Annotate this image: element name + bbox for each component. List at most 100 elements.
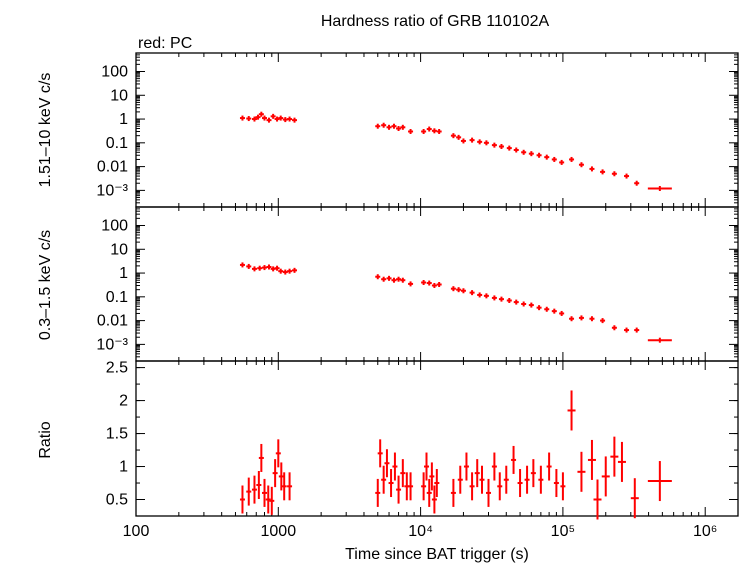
chart-title: Hardness ratio of GRB 110102A (321, 13, 550, 30)
data-point (375, 123, 381, 129)
data-point (256, 471, 262, 499)
data-point (593, 479, 602, 520)
data-point (456, 134, 462, 140)
data-point (381, 122, 387, 128)
data-point (436, 282, 442, 288)
data-point (528, 302, 534, 308)
x-tick-labels: 100 1000 10⁴ 10⁵ 10⁶ (123, 523, 718, 540)
data-point (266, 117, 272, 123)
data-point (269, 486, 275, 515)
data-point (375, 478, 381, 507)
data-point (400, 124, 406, 130)
panel-hard: 100 10 1 0.1 0.01 10⁻³ (96, 52, 739, 208)
data-point (421, 280, 427, 286)
data-point (624, 173, 630, 179)
data-point (292, 267, 298, 273)
data-point (282, 117, 288, 123)
data-point (270, 113, 276, 119)
data-point (511, 445, 517, 474)
data-point (251, 475, 257, 504)
data-point (457, 465, 463, 494)
data-point (450, 478, 456, 507)
data-point (381, 276, 387, 282)
data-point (281, 472, 287, 501)
data-point (589, 316, 595, 322)
data-point (400, 277, 406, 283)
data-point (538, 465, 544, 494)
y-tick-label: 100 (101, 218, 128, 235)
y-tick-label: 1 (119, 111, 128, 128)
data-point (386, 124, 392, 130)
data-point (239, 115, 245, 121)
data-point (292, 117, 298, 123)
data-point (262, 265, 268, 271)
y-tick-label: 0.1 (106, 135, 128, 152)
data-point (246, 477, 252, 506)
y-tick-label: 2 (119, 393, 128, 410)
data-point (456, 287, 462, 293)
data-point (610, 436, 619, 477)
data-point (560, 472, 566, 501)
data-point (239, 485, 245, 514)
data-point (551, 308, 557, 314)
data-point (544, 154, 550, 160)
data-point (600, 169, 606, 175)
y-tick-label: 0.01 (97, 159, 128, 176)
data-point (477, 292, 483, 298)
chart-subtitle: red: PC (138, 35, 192, 52)
y-tick-label: 1.5 (106, 426, 128, 443)
data-point (396, 276, 402, 282)
data-point (239, 262, 245, 268)
data-point (469, 137, 475, 143)
data-point (517, 469, 523, 498)
data-point (460, 288, 466, 294)
panel-frame (135, 360, 739, 517)
data-point (408, 281, 414, 287)
data-point (421, 128, 427, 134)
data-point (278, 268, 284, 274)
data-point (375, 274, 381, 280)
y-axis-label-hard: 1.51–10 keV c/s (37, 73, 54, 188)
y-tick-label: 2.5 (106, 360, 128, 377)
data-point (423, 452, 429, 481)
y-tick-label: 1 (119, 265, 128, 282)
y-axis-label-ratio: Ratio (37, 421, 54, 458)
data-point (578, 315, 584, 321)
data-point (392, 452, 398, 481)
data-point (647, 185, 672, 191)
data-point (388, 469, 394, 498)
data-point (601, 456, 610, 497)
data-point (246, 263, 252, 269)
data-point (647, 461, 672, 502)
data-point (377, 439, 383, 468)
data-point (408, 128, 414, 134)
data-point (400, 459, 406, 488)
data-point (431, 128, 437, 134)
data-point (567, 390, 576, 431)
data-point (384, 449, 390, 478)
data-point (498, 296, 504, 302)
y-axis-label-soft: 0.3–1.5 keV c/s (37, 230, 54, 340)
data-point (577, 451, 586, 492)
data-point (611, 171, 617, 177)
data-point (426, 280, 432, 286)
x-tick-label: 10⁵ (551, 523, 575, 540)
data-point (483, 140, 489, 146)
data-point (634, 327, 640, 333)
data-point (553, 469, 559, 498)
data-point (483, 293, 489, 299)
x-tick-label: 10⁶ (693, 523, 717, 540)
data-point (262, 478, 268, 507)
x-tick-label: 10⁴ (408, 523, 433, 540)
data-point (559, 159, 565, 165)
data-point (391, 277, 397, 283)
data-point (528, 151, 534, 157)
data-point (251, 266, 257, 272)
data-point (536, 305, 542, 311)
data-point (587, 439, 596, 480)
data-point (491, 452, 497, 481)
data-point (544, 306, 550, 312)
data-point (421, 472, 427, 501)
y-tick-label: 0.5 (106, 492, 128, 509)
